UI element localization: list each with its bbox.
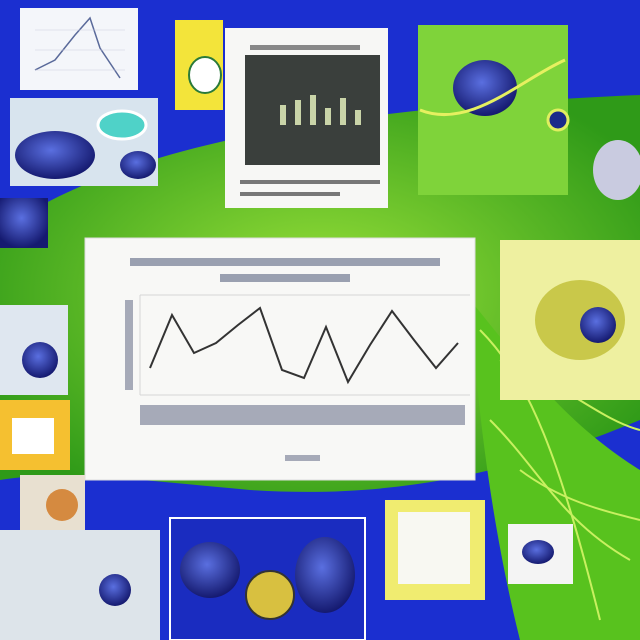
card-bottom-right [385,500,573,600]
card-blob [0,198,48,248]
card-leaf [418,25,570,195]
card-cells [10,98,158,186]
card-graph [20,8,138,90]
card-yellow [175,20,223,110]
card-organ [500,240,640,400]
veins [479,329,640,621]
card-bottom-left [0,305,160,640]
plot [149,306,459,385]
card-chart [84,237,476,481]
card-cup [593,140,640,200]
card-bottom-mid [169,517,366,640]
card-screen [225,28,388,208]
line [149,306,459,385]
plot-frame [139,294,470,396]
